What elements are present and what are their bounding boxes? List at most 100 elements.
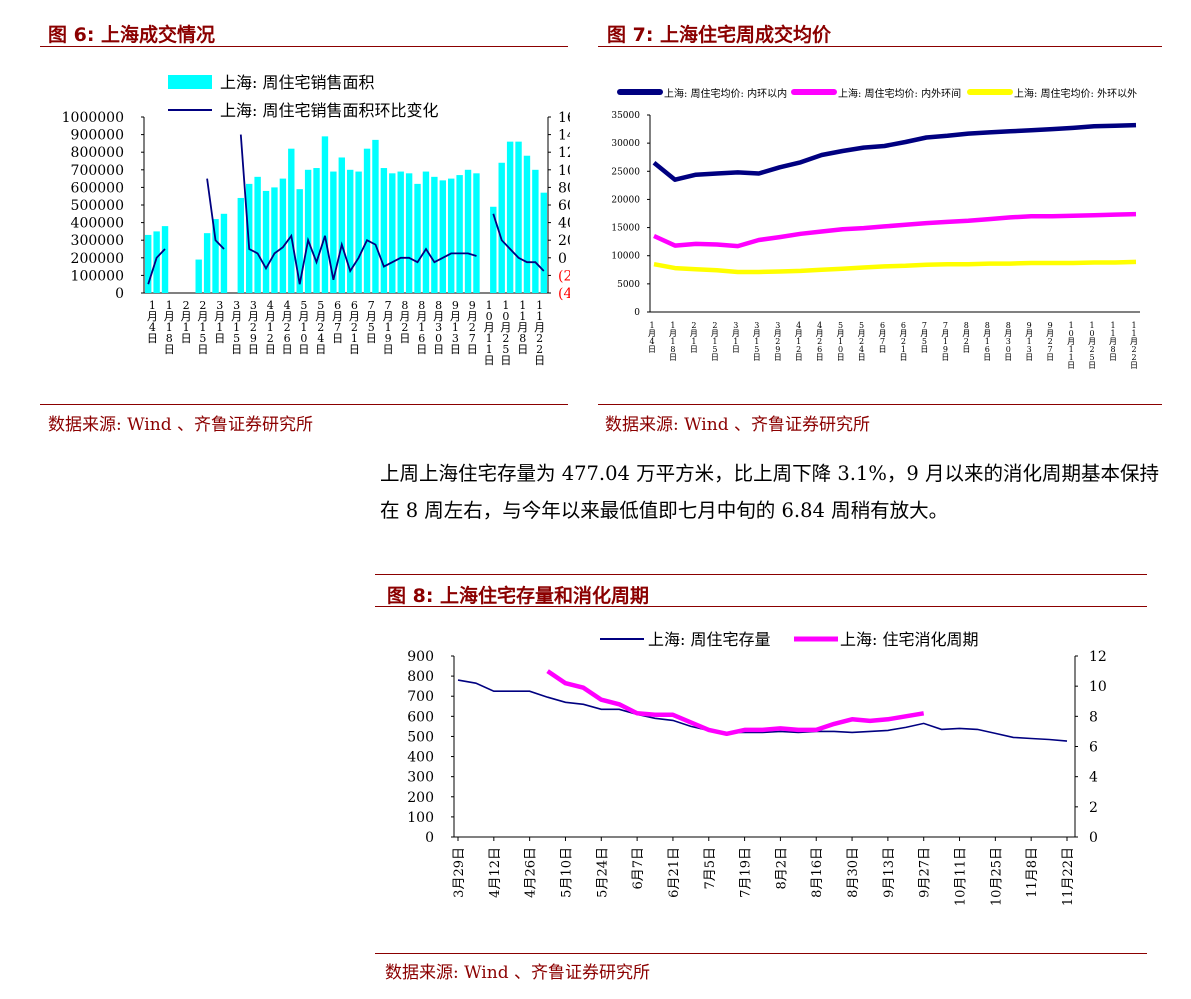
svg-text:日: 日 [795, 353, 803, 362]
svg-text:9: 9 [1027, 321, 1032, 330]
bar-sales-area [161, 226, 169, 293]
svg-text:月: 月 [197, 310, 208, 323]
svg-text:1: 1 [1069, 345, 1074, 354]
svg-text:1: 1 [502, 299, 509, 312]
svg-text:2: 2 [775, 337, 780, 346]
svg-text:月: 月 [732, 329, 740, 338]
svg-text:2: 2 [536, 343, 543, 356]
y-left-tick-label: 500 [407, 729, 434, 745]
x-tick-label: 7月5日 [366, 299, 377, 345]
svg-text:1: 1 [691, 337, 696, 346]
line-change [147, 134, 545, 285]
bar-sales-area [397, 171, 404, 293]
svg-text:5: 5 [368, 321, 375, 334]
svg-text:1: 1 [486, 299, 493, 312]
y-right-tick-label: 140 [558, 128, 570, 144]
y-left-tick-label: 200000 [71, 251, 124, 267]
svg-text:3: 3 [1006, 337, 1011, 346]
svg-text:日: 日 [282, 343, 293, 356]
x-tick-label: 4月26日 [816, 321, 824, 362]
svg-text:6: 6 [418, 332, 425, 345]
svg-text:1: 1 [1110, 329, 1115, 338]
x-tick-label: 4月12日 [488, 847, 503, 898]
x-tick-label: 6月21日 [667, 847, 682, 898]
svg-text:1: 1 [233, 321, 240, 334]
svg-text:2: 2 [859, 337, 864, 346]
svg-text:1: 1 [712, 337, 717, 346]
bar-sales-area [456, 175, 463, 293]
svg-text:0: 0 [1006, 345, 1011, 354]
svg-text:月: 月 [147, 310, 158, 323]
x-tick-label: 8月2日 [962, 321, 970, 354]
x-tick-label: 9月27日 [918, 847, 933, 898]
y-right-tick-label: 80 [558, 180, 570, 196]
x-tick-label: 6月21日 [899, 321, 907, 362]
svg-text:8: 8 [1110, 345, 1115, 354]
y-tick-label: 5000 [617, 280, 640, 290]
bar-sales-area [414, 183, 421, 293]
bar-sales-area [195, 259, 202, 293]
svg-text:9: 9 [943, 345, 948, 354]
svg-text:5: 5 [922, 337, 927, 346]
svg-text:日: 日 [399, 332, 410, 345]
x-tick-label: 6月7日 [332, 299, 343, 345]
svg-text:月: 月 [879, 329, 887, 338]
svg-text:4: 4 [149, 321, 156, 334]
bar-sales-area [237, 197, 244, 293]
y-tick-label: 10000 [611, 252, 640, 262]
y-left-tick-label: 800 [407, 669, 434, 685]
svg-text:9: 9 [250, 332, 257, 345]
x-tick-label: 5月24日 [315, 299, 326, 356]
svg-text:2: 2 [1048, 337, 1053, 346]
line-series-0 [652, 122, 1137, 182]
svg-text:月: 月 [795, 329, 803, 338]
bar-sales-area [203, 233, 211, 293]
svg-text:日: 日 [858, 353, 866, 362]
svg-text:2: 2 [536, 332, 543, 345]
svg-text:日: 日 [774, 353, 782, 362]
bar-sales-area [330, 171, 337, 293]
svg-text:月: 月 [181, 310, 192, 323]
y-right-tick-label: 160 [558, 110, 570, 126]
svg-text:日: 日 [467, 343, 478, 356]
figure-6-source: 数据来源: Wind 、齐鲁证券研究所 [48, 415, 313, 435]
svg-text:月: 月 [315, 310, 326, 323]
svg-text:6: 6 [284, 332, 291, 345]
legend-label-change: 上海: 周住宅销售面积环比变化 [220, 101, 438, 120]
bar-sales-area [288, 148, 295, 293]
bar-sales-area [347, 169, 354, 293]
svg-text:1: 1 [536, 310, 543, 323]
svg-text:月: 月 [753, 329, 761, 338]
x-tick-label: 10月11日 [484, 299, 495, 367]
svg-text:8: 8 [985, 321, 990, 330]
svg-text:0: 0 [435, 332, 442, 345]
y-left-tick-label: 600000 [71, 180, 124, 196]
svg-text:日: 日 [197, 343, 208, 356]
svg-text:3: 3 [216, 299, 223, 312]
svg-text:月: 月 [1025, 329, 1033, 338]
svg-text:2: 2 [183, 299, 190, 312]
svg-text:4: 4 [267, 299, 274, 312]
y-right-tick-label: 6 [1089, 740, 1098, 756]
bar-sales-area [405, 173, 413, 293]
figure-6-source-rule [40, 404, 568, 405]
svg-text:日: 日 [231, 343, 242, 356]
y-left-tick-label: 300000 [71, 233, 124, 249]
svg-text:日: 日 [147, 332, 158, 345]
svg-text:月: 月 [1004, 329, 1012, 338]
y-tick-label: 20000 [611, 195, 640, 205]
y-left-tick-label: 900000 [71, 128, 124, 144]
svg-text:1: 1 [754, 337, 759, 346]
bar-sales-area [473, 173, 480, 293]
y-right-tick-label: 120 [558, 145, 570, 161]
svg-text:日: 日 [816, 353, 824, 362]
figure-7-chart: 上海: 周住宅均价: 内环以内 上海: 周住宅均价: 内外环间 上海: 周住宅均价:… [611, 87, 1140, 370]
svg-text:月: 月 [500, 321, 511, 334]
svg-text:9: 9 [452, 299, 459, 312]
